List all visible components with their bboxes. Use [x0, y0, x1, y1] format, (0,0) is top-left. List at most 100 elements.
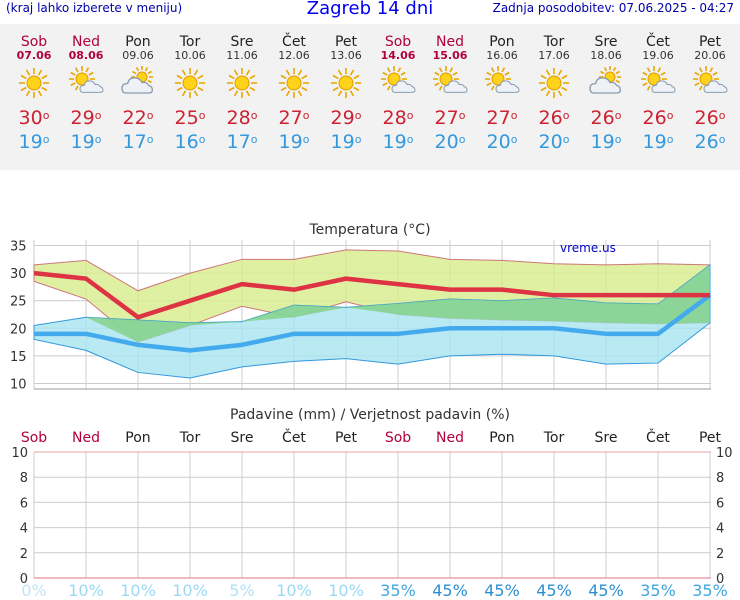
temp-max: 29o — [70, 107, 102, 129]
y-tick-label-right: 2 — [716, 547, 724, 562]
temp-max: 26o — [538, 107, 570, 129]
precip-probability: 10% — [328, 581, 364, 600]
x-tick-label: Ned — [72, 430, 100, 446]
temp-min: 19o — [590, 131, 622, 153]
y-tick-label: 25 — [10, 295, 27, 310]
day-date: 17.06 — [538, 49, 570, 62]
cloud-sun-icon — [112, 66, 164, 100]
precip-probability: 35% — [380, 581, 416, 600]
day-column: Čet 12.06 27o 19o — [268, 24, 320, 154]
day-column: Pet 13.06 29o 19o — [320, 24, 372, 154]
precip-probability: 45% — [588, 581, 624, 600]
temp-min: 20o — [434, 131, 466, 153]
x-tick-label: Tor — [179, 430, 201, 446]
x-tick-label: Tor — [543, 430, 565, 446]
day-name: Sob — [20, 34, 48, 50]
header-hint: (kraj lahko izberete v meniju) — [6, 1, 183, 15]
precip-probability: 45% — [536, 581, 572, 600]
y-tick-label-left: 8 — [20, 471, 28, 486]
y-tick-label: 30 — [10, 267, 27, 282]
day-name: Ned — [72, 34, 100, 50]
last-update: Zadnja posodobitev: 07.06.2025 - 04:27 — [492, 1, 734, 15]
day-name: Čet — [646, 34, 670, 50]
temp-max: 27o — [434, 107, 466, 129]
precipitation-chart-title: Padavine (mm) / Verjetnost padavin (%) — [230, 407, 510, 423]
day-column: Pet 20.06 26o 26o — [684, 24, 736, 154]
daily-forecast-strip: Sob 07.06 30o 19o Ned 08.06 29o 19o Pon 09.06 22… — [0, 24, 740, 170]
y-tick-label: 35 — [10, 240, 27, 255]
y-tick-label: 20 — [10, 322, 27, 337]
sun-cloud-icon — [60, 66, 112, 100]
temp-max: 28o — [382, 107, 414, 129]
precip-probability: 10% — [172, 581, 208, 600]
day-name: Tor — [543, 34, 565, 50]
precip-probability: 10% — [276, 581, 312, 600]
y-tick-label-left: 10 — [11, 446, 28, 461]
day-column: Pon 09.06 22o 17o — [112, 24, 164, 154]
x-tick-label: Ned — [436, 430, 464, 446]
day-column: Sre 18.06 26o 19o — [580, 24, 632, 154]
temp-min: 19o — [70, 131, 102, 153]
temp-max: 26o — [694, 107, 726, 129]
min-temp-line — [34, 293, 712, 353]
x-tick-label: Čet — [282, 428, 306, 446]
x-tick-label: Čet — [646, 428, 670, 446]
day-date: 08.06 — [68, 49, 104, 62]
x-tick-label: Pon — [125, 430, 150, 446]
y-tick-label-left: 2 — [20, 547, 28, 562]
day-date: 11.06 — [226, 49, 258, 62]
sun-icon — [268, 66, 320, 100]
y-tick-label-right: 8 — [716, 471, 724, 486]
day-date: 07.06 — [16, 49, 52, 62]
sun-cloud-icon — [684, 66, 736, 100]
temp-max: 26o — [590, 107, 622, 129]
x-tick-label: Pet — [335, 430, 358, 446]
y-tick-label-right: 6 — [716, 496, 724, 511]
temp-min: 19o — [18, 131, 50, 153]
day-column: Sob 07.06 30o 19o — [8, 24, 60, 154]
y-tick-label-right: 4 — [716, 522, 724, 537]
sun-icon — [528, 66, 580, 100]
day-name: Pon — [489, 34, 515, 50]
temp-max: 28o — [226, 107, 258, 129]
max-temp-line — [33, 270, 710, 320]
watermark: vreme.us — [560, 241, 616, 255]
temp-min: 20o — [486, 131, 518, 153]
precip-probability: 10% — [120, 581, 156, 600]
precip-probability: 35% — [640, 581, 676, 600]
sun-cloud-icon — [476, 66, 528, 100]
x-tick-label: Sob — [385, 430, 411, 446]
day-column: Ned 15.06 27o 20o — [424, 24, 476, 154]
temp-max: 30o — [18, 107, 50, 129]
x-tick-label: Sre — [231, 430, 254, 446]
day-name: Tor — [179, 34, 201, 50]
temp-max: 27o — [486, 107, 518, 129]
day-name: Sre — [594, 34, 618, 50]
day-column: Tor 17.06 26o 20o — [528, 24, 580, 154]
cloud-sun-icon — [580, 66, 632, 100]
precip-probability: 0% — [21, 581, 46, 600]
precip-probability: 35% — [692, 581, 728, 600]
y-tick-label-left: 0 — [20, 572, 28, 587]
day-date: 15.06 — [432, 49, 468, 62]
day-date: 10.06 — [174, 49, 206, 62]
day-column: Čet 19.06 26o 19o — [632, 24, 684, 154]
precip-probability: 5% — [229, 581, 254, 600]
temp-max: 29o — [330, 107, 362, 129]
day-name: Sre — [230, 34, 254, 50]
day-column: Ned 08.06 29o 19o — [60, 24, 112, 154]
sun-icon — [8, 66, 60, 100]
sun-icon — [320, 66, 372, 100]
temp-max: 27o — [278, 107, 310, 129]
temp-min: 26o — [694, 131, 726, 153]
precip-probability: 45% — [484, 581, 520, 600]
day-column: Pon 16.06 27o 20o — [476, 24, 528, 154]
day-date: 19.06 — [642, 49, 674, 62]
sun-cloud-icon — [424, 66, 476, 100]
day-column: Sre 11.06 28o 17o — [216, 24, 268, 154]
y-tick-label-right: 10 — [716, 446, 733, 461]
temp-max: 25o — [174, 107, 206, 129]
y-tick-label-left: 6 — [20, 496, 28, 511]
page-title: Zagreb 14 dni — [306, 0, 434, 19]
